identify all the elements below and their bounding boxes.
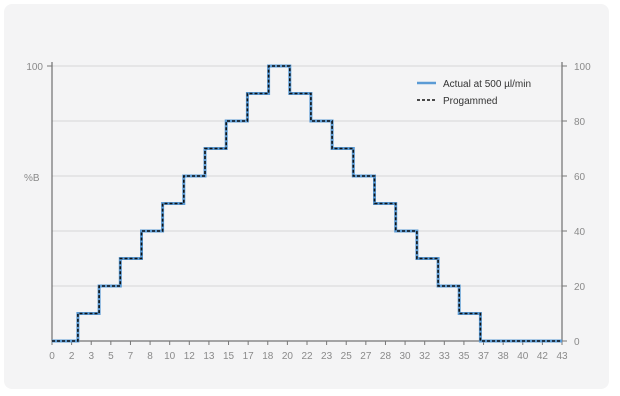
x-tick-label: 37 <box>478 351 490 362</box>
right-y-tick-label: 80 <box>574 117 586 128</box>
x-tick-label: 27 <box>360 351 372 362</box>
x-tick-label: 2 <box>69 351 75 362</box>
legend-label-programmed: Progammed <box>443 96 497 107</box>
x-tick-label: 32 <box>419 351 431 362</box>
right-y-axis-ticks: 0 20 40 60 80 100 <box>562 62 591 348</box>
chart-card <box>4 4 609 389</box>
x-tick-label: 13 <box>203 351 215 362</box>
y-axis-label: %B <box>24 173 40 184</box>
x-tick-label: 5 <box>108 351 114 362</box>
x-tick-label: 30 <box>400 351 412 362</box>
right-y-tick-label: 100 <box>574 62 591 73</box>
x-tick-label: 3 <box>88 351 94 362</box>
x-tick-label: 15 <box>223 351 235 362</box>
right-y-tick-label: 60 <box>574 172 586 183</box>
x-tick-label: 43 <box>556 351 568 362</box>
x-tick-label: 35 <box>458 351 470 362</box>
series-lines <box>52 64 562 343</box>
x-tick-label: 23 <box>321 351 333 362</box>
x-tick-label: 18 <box>262 351 274 362</box>
x-tick-label: 28 <box>380 351 392 362</box>
x-tick-label: 12 <box>184 351 196 362</box>
x-tick-label: 33 <box>439 351 451 362</box>
x-tick-label: 7 <box>128 351 134 362</box>
x-tick-label: 20 <box>282 351 294 362</box>
x-tick-label: 42 <box>537 351 549 362</box>
right-y-tick-label: 40 <box>574 227 586 238</box>
right-y-tick-label: 20 <box>574 282 586 293</box>
legend-label-actual: Actual at 500 µl/min <box>443 79 531 90</box>
x-tick-label: 8 <box>147 351 153 362</box>
x-axis-ticks: 0 2 3 5 7 8 10 12 13 15 17 18 20 22 23 25 27 28 30 32 33 35 37… <box>49 341 568 362</box>
x-tick-label: 38 <box>498 351 510 362</box>
x-tick-label: 10 <box>164 351 176 362</box>
grid-lines <box>52 65 562 287</box>
legend: Actual at 500 µl/min Progammed <box>417 79 531 107</box>
x-tick-label: 25 <box>341 351 353 362</box>
x-tick-label: 40 <box>517 351 529 362</box>
x-tick-label: 22 <box>301 351 313 362</box>
x-tick-label: 0 <box>49 351 55 362</box>
series-line-actual <box>52 64 562 343</box>
right-y-tick-label: 0 <box>574 337 580 348</box>
x-tick-label: 17 <box>243 351 255 362</box>
left-y-axis-ticks: 100 <box>26 62 52 73</box>
left-y-tick-label: 100 <box>26 62 43 73</box>
series-line-programmed <box>52 65 562 342</box>
